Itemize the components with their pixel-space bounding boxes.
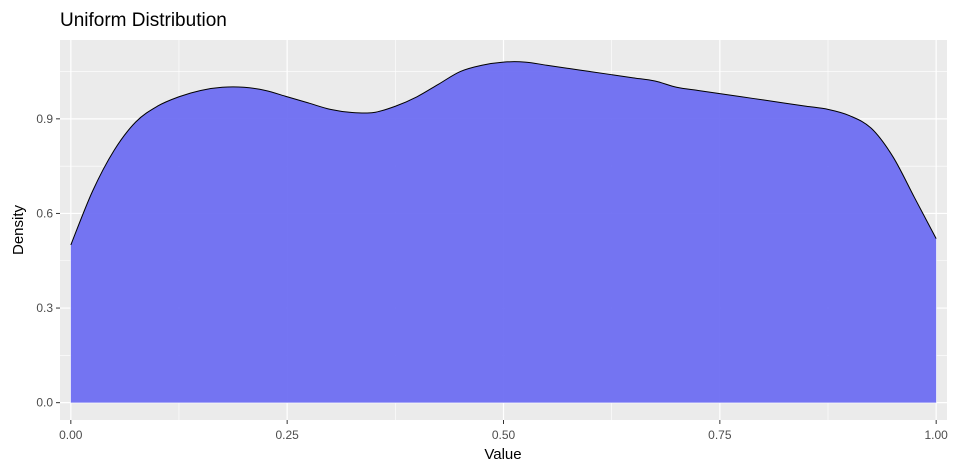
chart-title: Uniform Distribution bbox=[60, 10, 227, 31]
x-axis: 0.00 0.25 0.50 0.75 1.00 bbox=[59, 420, 948, 442]
density-series bbox=[70, 61, 937, 403]
y-tick-label: 0.0 bbox=[36, 396, 53, 410]
x-axis-title: Value bbox=[484, 446, 521, 463]
y-axis: 0.0 0.3 0.6 0.9 bbox=[36, 112, 60, 410]
density-line bbox=[70, 61, 937, 246]
y-axis-title: Density bbox=[10, 204, 27, 255]
x-tick-label: 0.25 bbox=[275, 428, 299, 442]
x-tick-label: 0.75 bbox=[708, 428, 732, 442]
y-tick-label: 0.3 bbox=[36, 301, 53, 315]
x-tick-label: 0.50 bbox=[492, 428, 516, 442]
y-tick-label: 0.9 bbox=[36, 112, 53, 126]
x-tick-label: 0.00 bbox=[59, 428, 83, 442]
y-tick-label: 0.6 bbox=[36, 206, 53, 220]
x-tick-label: 1.00 bbox=[925, 428, 949, 442]
density-area bbox=[70, 61, 937, 403]
